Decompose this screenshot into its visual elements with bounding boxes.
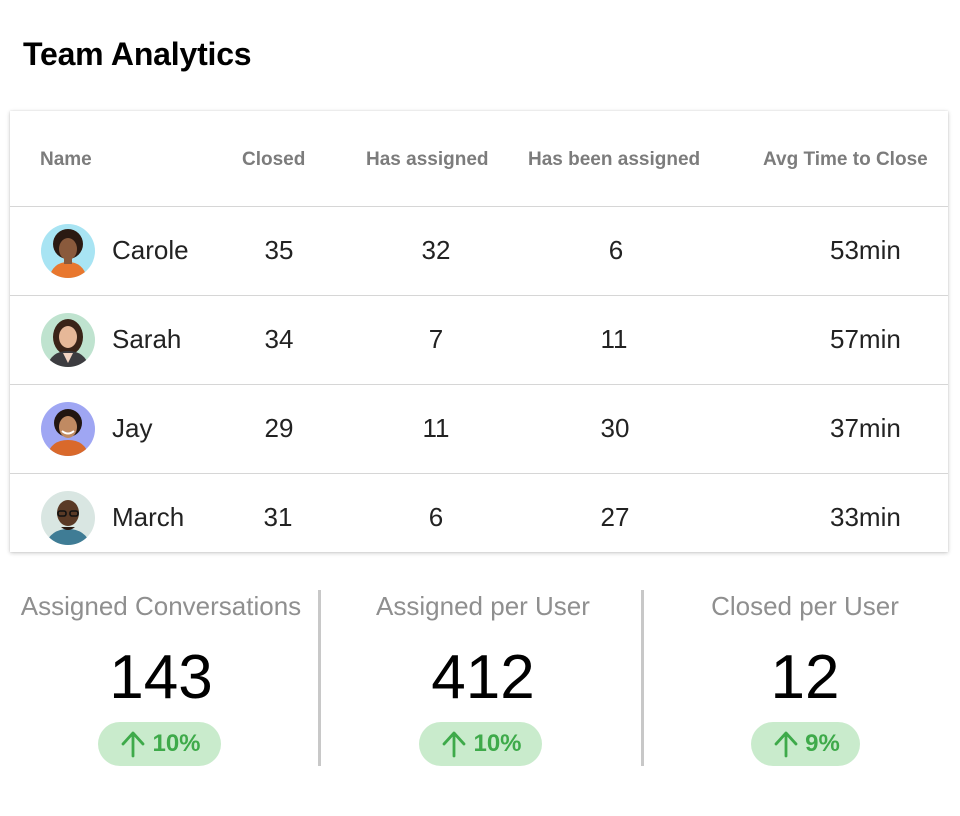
has-assigned-value: 6 <box>428 502 444 532</box>
table-row[interactable]: March 31 6 27 33min <box>10 474 948 563</box>
stat-label: Assigned Conversations <box>20 591 302 621</box>
arrow-up-icon <box>122 731 145 758</box>
has-assigned-value: 32 <box>421 235 451 265</box>
closed-value: 29 <box>264 413 294 443</box>
table-header: Name Closed Has assigned Has been assign… <box>10 111 948 207</box>
stat-value: 12 <box>770 643 840 712</box>
stat-value: 412 <box>431 643 535 712</box>
column-header-name[interactable]: Name <box>40 149 92 170</box>
table-row[interactable]: Sarah 34 7 11 57min <box>10 296 948 385</box>
change-badge: 10% <box>419 722 542 766</box>
stat-value: 143 <box>109 643 213 712</box>
avg-time-value: 53min <box>830 235 901 265</box>
avg-time-value: 37min <box>830 413 901 443</box>
divider <box>318 590 321 766</box>
stats-summary: Assigned Conversations 143 10% Assigned … <box>0 590 960 770</box>
page-title: Team Analytics <box>23 36 252 72</box>
change-value: 10% <box>473 730 522 757</box>
arrow-up-icon <box>443 731 466 758</box>
user-name: Jay <box>112 413 153 443</box>
divider <box>641 590 644 766</box>
change-value: 10% <box>152 730 201 757</box>
change-badge: 10% <box>98 722 221 766</box>
avg-time-value: 33min <box>830 502 901 532</box>
arrow-up-icon <box>774 731 798 758</box>
has-assigned-value: 11 <box>422 413 450 443</box>
avg-time-value: 57min <box>830 324 901 354</box>
has-been-assigned-value: 11 <box>600 324 628 354</box>
team-analytics-table: Name Closed Has assigned Has been assign… <box>10 111 948 552</box>
table-row[interactable]: Carole 35 32 6 53min <box>10 207 948 296</box>
stat-assigned-per-user: Assigned per User 412 10% <box>322 590 644 768</box>
stat-closed-per-user: Closed per User 12 9% <box>644 590 960 768</box>
closed-value: 31 <box>263 502 293 532</box>
has-been-assigned-value: 27 <box>600 502 630 532</box>
avatar <box>41 313 95 367</box>
closed-value: 35 <box>264 235 294 265</box>
stat-label: Closed per User <box>711 591 899 621</box>
avatar <box>41 491 95 545</box>
table-row[interactable]: Jay 29 11 30 37min <box>10 385 948 474</box>
user-name: Sarah <box>112 324 182 354</box>
closed-value: 34 <box>264 324 294 354</box>
user-name: March <box>112 502 185 532</box>
has-been-assigned-value: 6 <box>608 235 624 265</box>
change-value: 9% <box>805 730 840 757</box>
has-assigned-value: 7 <box>428 324 444 354</box>
column-header-has-assigned[interactable]: Has assigned <box>366 149 489 170</box>
column-header-avg-time-to-close[interactable]: Avg Time to Close <box>763 149 928 170</box>
column-header-closed[interactable]: Closed <box>242 149 306 170</box>
avatar <box>41 224 95 278</box>
user-name: Carole <box>112 235 189 265</box>
column-header-has-been-assigned[interactable]: Has been assigned <box>528 149 701 170</box>
has-been-assigned-value: 30 <box>600 413 630 443</box>
stat-assigned-conversations: Assigned Conversations 143 10% <box>0 590 322 768</box>
change-badge: 9% <box>751 722 860 766</box>
stat-label: Assigned per User <box>376 591 590 621</box>
avatar <box>41 402 95 456</box>
